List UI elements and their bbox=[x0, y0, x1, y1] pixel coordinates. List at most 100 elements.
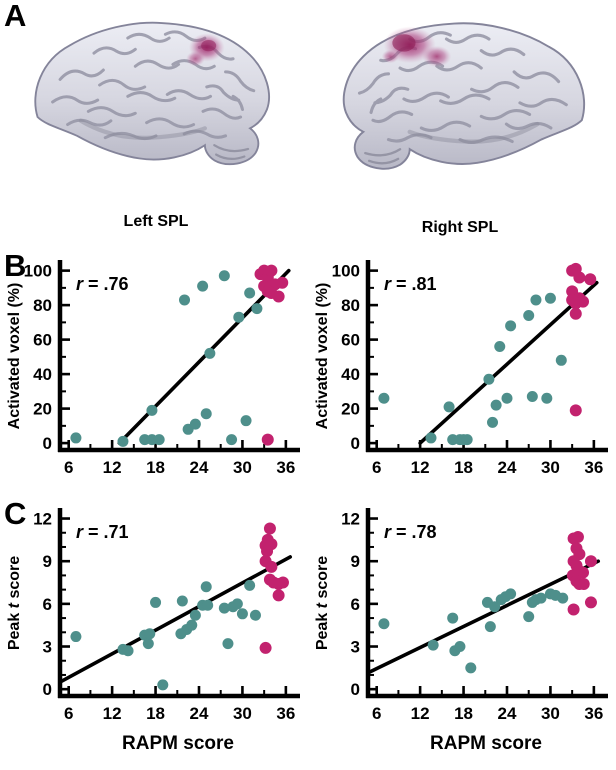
r-annotation: r = .78 bbox=[384, 522, 437, 542]
left-spl-figure: Left SPL bbox=[8, 6, 304, 237]
svg-text:20: 20 bbox=[33, 400, 52, 419]
right-spl-figure: Right SPL bbox=[312, 6, 608, 237]
axis-ticks bbox=[61, 269, 288, 449]
svg-text:18: 18 bbox=[454, 458, 473, 477]
svg-text:9: 9 bbox=[43, 552, 52, 571]
svg-text:12: 12 bbox=[341, 510, 360, 529]
svg-text:18: 18 bbox=[146, 458, 165, 477]
r-annotation: r = .71 bbox=[76, 522, 129, 542]
svg-text:18: 18 bbox=[146, 704, 165, 723]
svg-text:9: 9 bbox=[351, 552, 360, 571]
svg-text:3: 3 bbox=[43, 638, 52, 657]
svg-text:6: 6 bbox=[372, 458, 381, 477]
axis-ticks bbox=[369, 269, 596, 449]
svg-text:24: 24 bbox=[190, 704, 209, 723]
y-axis-label: Peak t score bbox=[314, 556, 331, 650]
chart-cell: 6 12 18 24 30 36 0 20 40 60 80 100 r = .76 Activated … bbox=[0, 250, 308, 486]
right-spl-activation bbox=[381, 26, 452, 68]
series-teal bbox=[70, 270, 263, 447]
r-annotation: r = .81 bbox=[384, 274, 437, 294]
svg-text:0: 0 bbox=[43, 434, 52, 453]
svg-text:36: 36 bbox=[276, 704, 295, 723]
svg-text:6: 6 bbox=[64, 458, 73, 477]
svg-text:40: 40 bbox=[33, 365, 52, 384]
left-spl-activation bbox=[186, 33, 225, 67]
svg-text:6: 6 bbox=[351, 595, 360, 614]
svg-text:30: 30 bbox=[541, 458, 560, 477]
svg-text:36: 36 bbox=[276, 458, 295, 477]
chart-cell: 6 12 18 24 30 36 0 3 6 9 12 r = .78 Peak t score RAPM… bbox=[308, 498, 616, 758]
svg-text:12: 12 bbox=[103, 458, 122, 477]
y-axis-label: Activated voxel (%) bbox=[6, 283, 23, 430]
svg-text:60: 60 bbox=[341, 331, 360, 350]
svg-text:60: 60 bbox=[33, 331, 52, 350]
svg-text:24: 24 bbox=[498, 458, 517, 477]
svg-text:36: 36 bbox=[584, 458, 603, 477]
scatter-activated-voxel-left-spl: 6 12 18 24 30 36 0 20 40 60 80 100 r = .76 Activated … bbox=[6, 260, 300, 477]
panel-b: B 6 12 18 24 30 36 0 20 40 60 80 100 r = .76 Activate… bbox=[0, 250, 616, 498]
panel-c-letter: C bbox=[4, 496, 27, 531]
left-brain-image bbox=[15, 6, 297, 213]
svg-text:12: 12 bbox=[411, 704, 430, 723]
svg-text:20: 20 bbox=[341, 400, 360, 419]
fit-line bbox=[117, 268, 291, 445]
svg-text:0: 0 bbox=[351, 434, 360, 453]
panel-a-letter: A bbox=[4, 0, 27, 33]
svg-text:12: 12 bbox=[33, 510, 52, 529]
svg-text:30: 30 bbox=[233, 458, 252, 477]
y-axis-label: Peak t score bbox=[6, 556, 23, 650]
series-teal bbox=[378, 292, 567, 446]
axis-ticks bbox=[369, 517, 596, 695]
svg-text:80: 80 bbox=[341, 296, 360, 315]
svg-text:6: 6 bbox=[372, 704, 381, 723]
right-brain-caption: Right SPL bbox=[421, 219, 499, 236]
svg-text:80: 80 bbox=[33, 296, 52, 315]
svg-text:12: 12 bbox=[103, 704, 122, 723]
panel-c: C 6 12 18 24 30 36 0 3 6 9 12 r = .71 Peak t score RA… bbox=[0, 498, 616, 770]
series-magenta bbox=[259, 522, 289, 654]
svg-text:30: 30 bbox=[233, 704, 252, 723]
svg-text:30: 30 bbox=[541, 704, 560, 723]
svg-text:0: 0 bbox=[43, 680, 52, 699]
scatter-activated-voxel-right-spl: 6 12 18 24 30 36 0 20 40 60 80 100 r = .81 Activated … bbox=[314, 260, 608, 477]
x-axis-label: RAPM score bbox=[430, 733, 542, 754]
svg-text:100: 100 bbox=[24, 262, 52, 281]
svg-text:3: 3 bbox=[351, 638, 360, 657]
axis-labels: 6 12 18 24 30 36 0 20 40 60 80 100 bbox=[24, 262, 296, 477]
left-brain-caption: Left SPL bbox=[123, 213, 189, 230]
axis-ticks bbox=[61, 517, 288, 695]
right-brain-image bbox=[315, 6, 605, 219]
y-axis-label: Activated voxel (%) bbox=[314, 283, 331, 430]
fit-line bbox=[418, 280, 599, 445]
svg-text:36: 36 bbox=[584, 704, 603, 723]
svg-text:0: 0 bbox=[351, 680, 360, 699]
svg-text:40: 40 bbox=[341, 365, 360, 384]
fit-line bbox=[59, 555, 293, 684]
series-magenta bbox=[254, 264, 289, 446]
chart-cell: 6 12 18 24 30 36 0 3 6 9 12 r = .71 Peak t score RAPM… bbox=[0, 498, 308, 758]
svg-text:24: 24 bbox=[498, 704, 517, 723]
chart-cell: 6 12 18 24 30 36 0 20 40 60 80 100 r = .81 Activated … bbox=[308, 250, 616, 486]
svg-text:24: 24 bbox=[190, 458, 209, 477]
fit-line bbox=[367, 559, 601, 674]
panel-a: A Left SPL bbox=[0, 0, 616, 250]
series-magenta bbox=[566, 262, 597, 417]
r-annotation: r = .76 bbox=[76, 274, 129, 294]
panel-b-letter: B bbox=[4, 248, 27, 283]
svg-text:100: 100 bbox=[332, 262, 360, 281]
svg-text:18: 18 bbox=[454, 704, 473, 723]
axes bbox=[57, 260, 300, 453]
svg-text:6: 6 bbox=[64, 704, 73, 723]
axes bbox=[57, 508, 300, 699]
axes bbox=[365, 508, 608, 699]
x-axis-label: RAPM score bbox=[122, 733, 234, 754]
axes bbox=[365, 260, 608, 453]
series-teal bbox=[70, 579, 261, 691]
svg-text:6: 6 bbox=[43, 595, 52, 614]
axis-labels: 6 12 18 24 30 36 0 20 40 60 80 100 bbox=[332, 262, 604, 477]
svg-text:12: 12 bbox=[411, 458, 430, 477]
